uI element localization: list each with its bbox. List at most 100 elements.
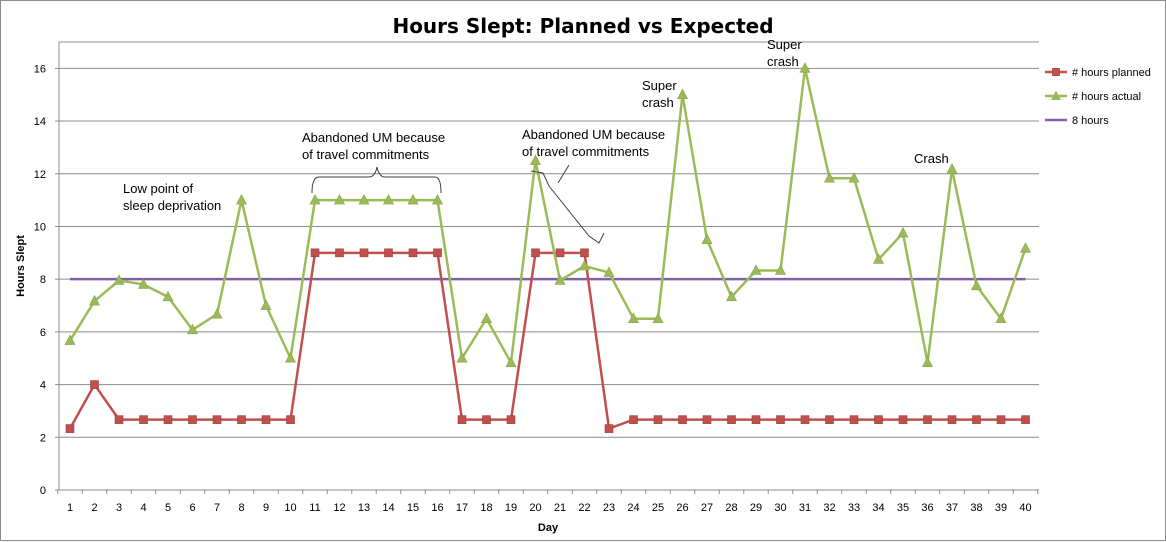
- x-tick-label: 21: [554, 502, 566, 514]
- series-group: [64, 62, 1031, 433]
- x-tick-label: 18: [480, 502, 492, 514]
- x-tick-label: 34: [872, 502, 884, 514]
- x-tick-label: 24: [627, 502, 639, 514]
- actual-point: [481, 312, 492, 324]
- actual-point: [89, 294, 100, 306]
- planned-point: [702, 415, 712, 424]
- annotation-text: Low point of: [123, 181, 193, 196]
- planned-point: [457, 415, 467, 424]
- y-tick-label: 4: [40, 380, 46, 392]
- actual-point: [726, 290, 737, 302]
- x-tick-label: 30: [774, 502, 786, 514]
- planned-point: [849, 415, 859, 424]
- x-tick-label: 31: [799, 502, 811, 514]
- planned-point: [1021, 415, 1030, 424]
- annotation-text: sleep deprivation: [123, 198, 221, 213]
- x-axis-title: Day: [538, 522, 559, 534]
- x-tick-label: 36: [921, 502, 933, 514]
- annotation-text: crash: [767, 54, 799, 69]
- actual-point: [701, 233, 713, 244]
- legend-label: 8 hours: [1072, 115, 1109, 127]
- y-tick-label: 6: [40, 327, 46, 339]
- x-tick-label: 6: [189, 502, 195, 514]
- x-tick-label: 20: [529, 502, 541, 514]
- annotation-text: Abandoned UM because: [302, 130, 445, 145]
- bracket-brace: [530, 164, 605, 244]
- planned-point: [408, 248, 418, 258]
- planned-point: [188, 415, 197, 424]
- actual-point: [138, 278, 149, 289]
- planned-point: [359, 248, 369, 258]
- actual-point: [358, 193, 370, 205]
- x-tick-label: 40: [1019, 502, 1031, 514]
- planned-point: [874, 415, 883, 424]
- planned-point: [286, 415, 295, 424]
- x-tick-label: 17: [456, 502, 468, 514]
- planned-point: [90, 380, 99, 389]
- x-tick-label: 29: [750, 502, 762, 514]
- legend-marker: [1051, 90, 1061, 100]
- x-tick-label: 37: [946, 502, 958, 514]
- x-tick-label: 27: [701, 502, 713, 514]
- planned-point: [604, 424, 614, 433]
- x-tick-label: 8: [238, 502, 244, 514]
- x-tick-label: 22: [578, 502, 590, 514]
- actual-point: [334, 193, 345, 205]
- actual-point: [64, 334, 76, 345]
- actual-point: [971, 279, 982, 291]
- planned-point: [335, 248, 344, 258]
- planned-point: [506, 415, 516, 424]
- actual-point: [922, 356, 933, 368]
- actual-point: [309, 193, 321, 205]
- x-tick-label: 10: [284, 502, 296, 514]
- planned-point: [996, 415, 1006, 424]
- planned-point: [555, 248, 565, 258]
- x-tick-label: 35: [897, 502, 909, 514]
- annotation-text: of travel commitments: [522, 144, 650, 159]
- actual-point: [897, 226, 909, 238]
- planned-point: [678, 415, 687, 424]
- bracket-brace: [311, 166, 442, 194]
- actual-point: [1020, 242, 1031, 253]
- actual-point: [530, 154, 541, 165]
- y-tick-label: 8: [40, 274, 46, 286]
- planned-point: [947, 415, 957, 424]
- legend-label: # hours planned: [1072, 67, 1151, 79]
- x-tick-label: 14: [382, 502, 394, 514]
- x-tick-label: 33: [848, 502, 860, 514]
- planned-point: [800, 415, 810, 424]
- actual-point: [505, 356, 517, 368]
- x-tick-label: 2: [91, 502, 97, 514]
- x-tick-label: 25: [652, 502, 664, 514]
- actual-point: [873, 253, 884, 264]
- actual-point: [652, 312, 664, 324]
- planned-point: [531, 248, 540, 258]
- x-tick-label: 32: [823, 502, 835, 514]
- actual-point: [848, 172, 860, 183]
- x-tick-label: 4: [140, 502, 146, 514]
- series-line: [68, 67, 1027, 364]
- x-tick-label: 39: [995, 502, 1007, 514]
- annotation-text: of travel commitments: [302, 147, 430, 162]
- legend-label: # hours actual: [1072, 91, 1141, 103]
- y-tick-label: 10: [34, 221, 46, 233]
- planned-point: [898, 415, 908, 424]
- actual-point: [407, 193, 419, 205]
- actual-point: [628, 312, 639, 324]
- x-tick-label: 3: [116, 502, 122, 514]
- planned-point: [212, 415, 222, 424]
- x-tick-label: 26: [676, 502, 688, 514]
- actual-point: [456, 352, 468, 363]
- planned-point: [580, 248, 589, 258]
- x-tick-label: 23: [603, 502, 615, 514]
- x-tick-label: 38: [970, 502, 982, 514]
- planned-point: [237, 415, 246, 424]
- actual-point: [187, 323, 198, 335]
- actual-point: [799, 62, 811, 73]
- actual-point: [260, 299, 272, 310]
- planned-point: [776, 415, 785, 424]
- planned-point: [114, 415, 124, 424]
- x-tick-label: 16: [431, 502, 443, 514]
